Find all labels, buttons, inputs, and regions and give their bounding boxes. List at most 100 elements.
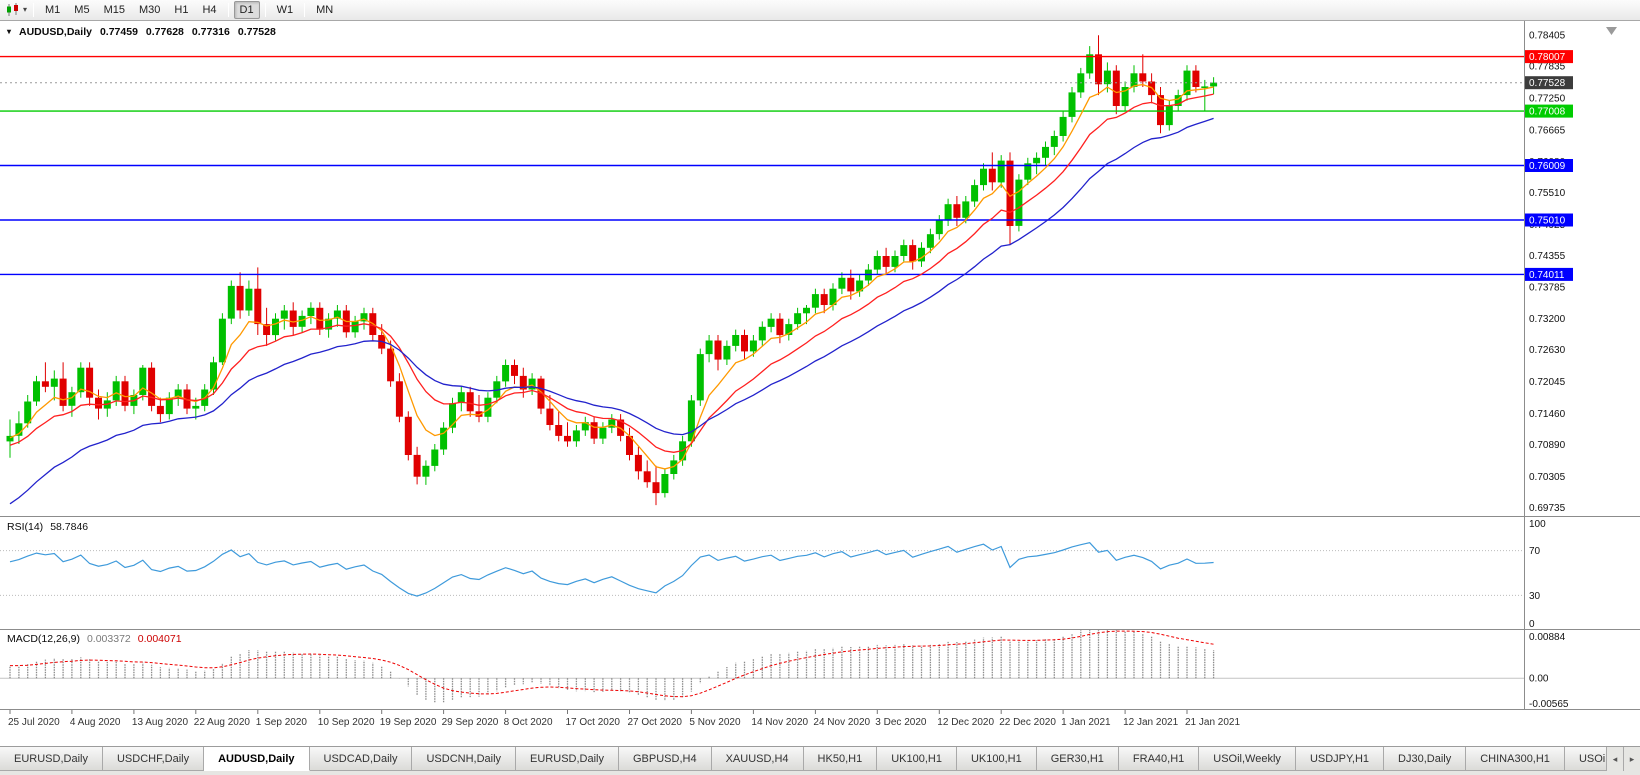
svg-text:1 Sep 2020: 1 Sep 2020	[256, 717, 308, 728]
svg-text:0.77250: 0.77250	[1529, 93, 1566, 104]
timeframe-button-d1[interactable]: D1	[233, 1, 260, 19]
svg-text:25 Jul 2020: 25 Jul 2020	[8, 717, 60, 728]
timeframe-button-h1[interactable]: H1	[174, 4, 189, 16]
timeframe-button-w1[interactable]: W1	[276, 4, 294, 16]
chart-tab-dj30-daily[interactable]: DJ30,Daily	[1384, 747, 1467, 771]
timeframe-button-m15[interactable]: M15	[103, 4, 125, 16]
chart-tab-audusd-daily[interactable]: AUDUSD,Daily	[204, 747, 310, 771]
chart-tab-uk100-h1[interactable]: UK100,H1	[956, 747, 1037, 771]
tab-scroll-right-icon[interactable]: ▸	[1623, 747, 1640, 771]
timeframe-buttons: M1 M5 M15 M30 H1 H4 D1 W1 MN	[38, 1, 340, 19]
svg-text:0.73200: 0.73200	[1529, 314, 1566, 325]
chart-tab-usoil[interactable]: USOil,	[1564, 747, 1606, 771]
chart-tab-usdjpy-h1[interactable]: USDJPY,H1	[1295, 747, 1385, 771]
chart-tab-china300-h1[interactable]: CHINA300,H1	[1466, 747, 1565, 771]
chart-tab-usdchf-daily[interactable]: USDCHF,Daily	[102, 747, 205, 771]
svg-text:19 Sep 2020: 19 Sep 2020	[380, 717, 437, 728]
toolbar-separator	[227, 3, 229, 17]
ohlc-close: 0.77528	[237, 26, 276, 38]
svg-text:29 Sep 2020: 29 Sep 2020	[442, 717, 499, 728]
candlestick-chart-glyph	[7, 3, 18, 16]
top-toolbar: ▾ M1 M5 M15 M30 H1 H4 D1 W1 MN	[0, 0, 1640, 21]
svg-text:12 Jan 2021: 12 Jan 2021	[1123, 717, 1178, 728]
svg-text:0.70305: 0.70305	[1529, 472, 1566, 483]
chart-tab-usoil-weekly[interactable]: USOil,Weekly	[1199, 747, 1296, 771]
rsi-indicator-label: RSI(14) 58.7846	[7, 521, 88, 533]
rsi-name: RSI(14)	[7, 521, 44, 533]
chart-tab-eurusd-daily[interactable]: EURUSD,Daily	[0, 747, 103, 771]
svg-text:0.77528: 0.77528	[1529, 78, 1566, 89]
svg-text:13 Aug 2020: 13 Aug 2020	[132, 717, 189, 728]
chart-shift-marker[interactable]	[1606, 27, 1617, 35]
svg-text:14 Nov 2020: 14 Nov 2020	[751, 717, 808, 728]
chart-tabs-bar: EURUSD,Daily USDCHF,Daily AUDUSD,Daily USDC…	[0, 746, 1640, 775]
chart-symbol-label: AUDUSD,Daily	[19, 26, 92, 38]
svg-text:0.75510: 0.75510	[1529, 188, 1566, 199]
svg-text:0.00: 0.00	[1529, 674, 1549, 685]
chart-window[interactable]: 0.784050.778350.772500.766650.760800.755…	[0, 21, 1640, 746]
macd-signal-line	[10, 630, 1214, 698]
macd-signal-value: 0.004071	[137, 633, 182, 645]
svg-text:17 Oct 2020: 17 Oct 2020	[566, 717, 621, 728]
macd-main-value: 0.003372	[86, 633, 131, 645]
tab-scroll-left-icon[interactable]: ◂	[1606, 747, 1623, 771]
chart-tab-uk100-h1[interactable]: UK100,H1	[877, 747, 957, 771]
chart-tab-eurusd-daily[interactable]: EURUSD,Daily	[516, 747, 619, 771]
svg-text:0: 0	[1529, 619, 1535, 630]
chart-tab-fra40-h1[interactable]: FRA40,H1	[1118, 747, 1200, 771]
svg-text:0.71460: 0.71460	[1529, 409, 1566, 420]
chart-tab-usdcad-daily[interactable]: USDCAD,Daily	[309, 747, 413, 771]
svg-text:0.77008: 0.77008	[1529, 107, 1566, 118]
svg-text:21 Jan 2021: 21 Jan 2021	[1185, 717, 1240, 728]
timeframe-button-m1[interactable]: M1	[45, 4, 61, 16]
svg-text:22 Dec 2020: 22 Dec 2020	[999, 717, 1056, 728]
rsi-value: 58.7846	[50, 521, 89, 533]
time-axis[interactable]: 25 Jul 2020 4 Aug 2020 13 Aug 2020 22 Aug 2…	[8, 710, 1240, 728]
chart-type-dropdown-icon[interactable]: ▾	[23, 5, 28, 14]
svg-text:0.72045: 0.72045	[1529, 377, 1566, 388]
timeframe-button-m30[interactable]: M30	[138, 4, 161, 16]
tab-scroll-arrows: ◂ ▸	[1606, 747, 1640, 771]
chart-tab-usdcnh-daily[interactable]: USDCNH,Daily	[412, 747, 517, 771]
chart-ohlc-title: ▾ AUDUSD,Daily 0.77459 0.77628 0.77316 0…	[7, 26, 276, 38]
svg-text:-0.00565: -0.00565	[1529, 699, 1569, 710]
svg-text:0.78405: 0.78405	[1529, 30, 1566, 41]
svg-text:8 Oct 2020: 8 Oct 2020	[504, 717, 553, 728]
svg-text:10 Sep 2020: 10 Sep 2020	[318, 717, 375, 728]
chart-canvas[interactable]: 0.784050.778350.772500.766650.760800.755…	[0, 21, 1640, 746]
timeframe-button-m5[interactable]: M5	[74, 4, 90, 16]
toolbar-separator	[304, 3, 306, 17]
svg-text:0.76009: 0.76009	[1529, 161, 1566, 172]
svg-text:22 Aug 2020: 22 Aug 2020	[194, 717, 251, 728]
chart-tab-ger30-h1[interactable]: GER30,H1	[1036, 747, 1119, 771]
svg-text:0.77835: 0.77835	[1529, 62, 1566, 73]
svg-text:12 Dec 2020: 12 Dec 2020	[937, 717, 994, 728]
price-badge-0.75010: 0.75010	[1525, 213, 1573, 227]
svg-text:0.00884: 0.00884	[1529, 632, 1566, 643]
chart-tab-gbpusd-h4[interactable]: GBPUSD,H4	[619, 747, 712, 771]
svg-text:0.74011: 0.74011	[1529, 270, 1565, 281]
svg-text:0.75010: 0.75010	[1529, 216, 1566, 227]
rsi-line	[9, 542, 1214, 597]
indicator-scale-labels[interactable]: 100 70 30 0 0.00884 0.00 -0.00565	[1529, 519, 1569, 710]
chart-context-icon[interactable]: ▾	[7, 27, 12, 36]
timeframe-button-mn[interactable]: MN	[316, 4, 334, 16]
chart-type-icon[interactable]	[3, 2, 23, 18]
svg-text:5 Nov 2020: 5 Nov 2020	[689, 717, 741, 728]
price-badge-0.74011: 0.74011	[1525, 267, 1573, 281]
svg-text:1 Jan 2021: 1 Jan 2021	[1061, 717, 1111, 728]
candles	[6, 35, 1218, 506]
price-scale[interactable]: 0.784050.778350.772500.766650.760800.755…	[1529, 30, 1566, 514]
svg-text:0.70890: 0.70890	[1529, 440, 1566, 451]
timeframe-button-h4[interactable]: H4	[202, 4, 217, 16]
toolbar-separator	[264, 3, 266, 17]
svg-text:100: 100	[1529, 519, 1546, 530]
toolbar-separator	[33, 3, 35, 17]
ohlc-low: 0.77316	[191, 26, 230, 38]
macd-histogram	[9, 630, 1215, 703]
svg-text:0.78007: 0.78007	[1529, 52, 1566, 63]
svg-text:0.74355: 0.74355	[1529, 251, 1566, 262]
ohlc-high: 0.77628	[145, 26, 184, 38]
chart-tab-hk50-h1[interactable]: HK50,H1	[803, 747, 878, 771]
chart-tab-xauusd-h4[interactable]: XAUUSD,H4	[711, 747, 804, 771]
